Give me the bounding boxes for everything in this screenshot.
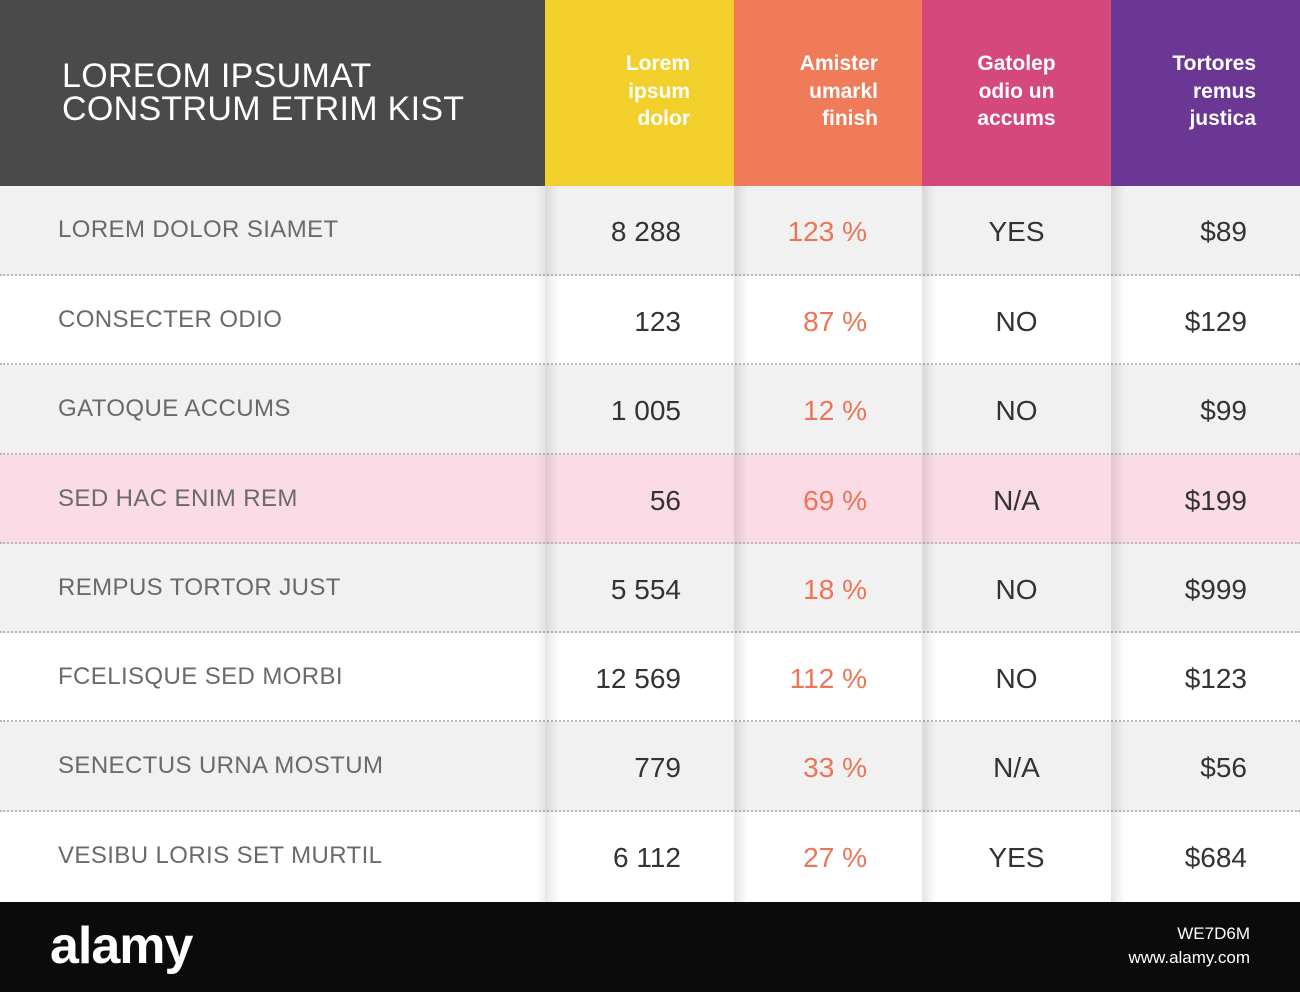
column-header-line: ipsum — [628, 79, 690, 103]
table-cell: 6 112 — [613, 842, 681, 873]
row-separator — [0, 810, 1300, 812]
table-cell: $123 — [1184, 663, 1247, 694]
row-separator — [0, 453, 1300, 455]
table-cell: $129 — [1184, 306, 1247, 337]
row-label: SENECTUS URNA MOSTUM — [58, 752, 384, 779]
column-header-2: Amister umarkl finish — [734, 0, 922, 186]
row-label: CONSECTER ODIO — [58, 306, 283, 333]
table-cell: NO — [995, 574, 1038, 605]
column-header-line: justica — [1189, 107, 1256, 130]
table-title: LOREOM IPSUMAT CONSTRUM ETRIM KIST — [62, 57, 465, 128]
row-label: VESIBU LORIS SET MURTIL — [58, 842, 383, 869]
table-cell: 33 % — [803, 752, 867, 783]
row-separator — [0, 363, 1300, 365]
row-separator — [0, 631, 1300, 633]
table-cell: 18 % — [803, 574, 867, 605]
column-header-line: remus — [1192, 79, 1256, 103]
column-header-line: Amister — [799, 52, 878, 75]
table-row: VESIBU LORIS SET MURTIL 6 112 27 % YES $684 — [0, 812, 1300, 902]
table-row: GATOQUE ACCUMS 1 005 12 % NO $99 — [0, 365, 1300, 455]
row-label: GATOQUE ACCUMS — [58, 395, 291, 422]
row-separator — [0, 720, 1300, 722]
table-cell: NO — [995, 395, 1038, 426]
table-cell: 123 — [634, 306, 681, 337]
column-header-line: Tortores — [1172, 52, 1256, 75]
watermark-info: WE7D6M www.alamy.com — [1128, 922, 1250, 970]
table-cell: NO — [995, 663, 1038, 694]
column-header-line: finish — [822, 107, 878, 130]
table-cell: 56 — [649, 485, 681, 516]
column-header-line: Lorem — [625, 52, 690, 75]
table-cell: NO — [995, 306, 1038, 337]
column-header-line: odio un — [978, 79, 1055, 103]
table-cell: N/A — [993, 485, 1040, 516]
table-cell: N/A — [993, 752, 1040, 783]
table-cell: 1 005 — [610, 395, 681, 426]
table-cell: 112 % — [789, 663, 867, 694]
table-row: FCELISQUE SED MORBI 12 569 112 % NO $123 — [0, 633, 1300, 722]
table-title-block: LOREOM IPSUMAT CONSTRUM ETRIM KIST — [0, 0, 545, 186]
table-cell: 12 % — [803, 395, 867, 426]
column-header-line: accums — [977, 107, 1056, 130]
row-label: SED HAC ENIM REM — [58, 485, 298, 512]
table-cell: YES — [988, 842, 1045, 873]
table-row: SED HAC ENIM REM 56 69 % N/A $199 — [0, 455, 1300, 544]
table-row: CONSECTER ODIO 123 87 % NO $129 — [0, 276, 1300, 365]
column-header-3: Gatolep odio un accums — [922, 0, 1111, 186]
table-cell: $199 — [1184, 485, 1247, 516]
row-separator — [0, 542, 1300, 544]
site-url: www.alamy.com — [1128, 948, 1250, 967]
table-cell: $89 — [1200, 216, 1247, 247]
table-cell: $99 — [1200, 395, 1247, 426]
watermark-footer: alamy WE7D6M www.alamy.com — [0, 902, 1300, 992]
row-separator — [0, 274, 1300, 276]
table-cell: 123 % — [787, 216, 867, 247]
column-header-line: dolor — [637, 107, 691, 130]
table-cell: $684 — [1184, 842, 1247, 873]
watermark-logo: alamy — [50, 917, 193, 975]
table-cell: 779 — [634, 752, 681, 783]
image-id: WE7D6M — [1177, 924, 1250, 943]
table-row: LOREM DOLOR SIAMET 8 288 123 % YES $89 — [0, 186, 1300, 276]
row-label: REMPUS TORTOR JUST — [58, 574, 341, 601]
table-cell: 27 % — [803, 842, 867, 873]
table-row: SENECTUS URNA MOSTUM 779 33 % N/A $56 — [0, 722, 1300, 812]
table-cell: $999 — [1184, 574, 1247, 605]
table-cell: YES — [988, 216, 1045, 247]
table-cell: 8 288 — [610, 216, 681, 247]
table-row: REMPUS TORTOR JUST 5 554 18 % NO $999 — [0, 544, 1300, 633]
table-cell: $56 — [1200, 752, 1247, 783]
table-cell: 5 554 — [610, 574, 681, 605]
column-header-1: Lorem ipsum dolor — [545, 0, 734, 186]
table-cell: 12 569 — [595, 663, 681, 694]
table-cell: 69 % — [803, 485, 867, 516]
row-label: FCELISQUE SED MORBI — [58, 663, 343, 690]
column-header-line: umarkl — [809, 79, 878, 103]
column-header-line: Gatolep — [977, 52, 1056, 75]
column-header-4: Tortores remus justica — [1111, 0, 1300, 186]
table-cell: 87 % — [803, 306, 867, 337]
row-label: LOREM DOLOR SIAMET — [58, 216, 339, 243]
